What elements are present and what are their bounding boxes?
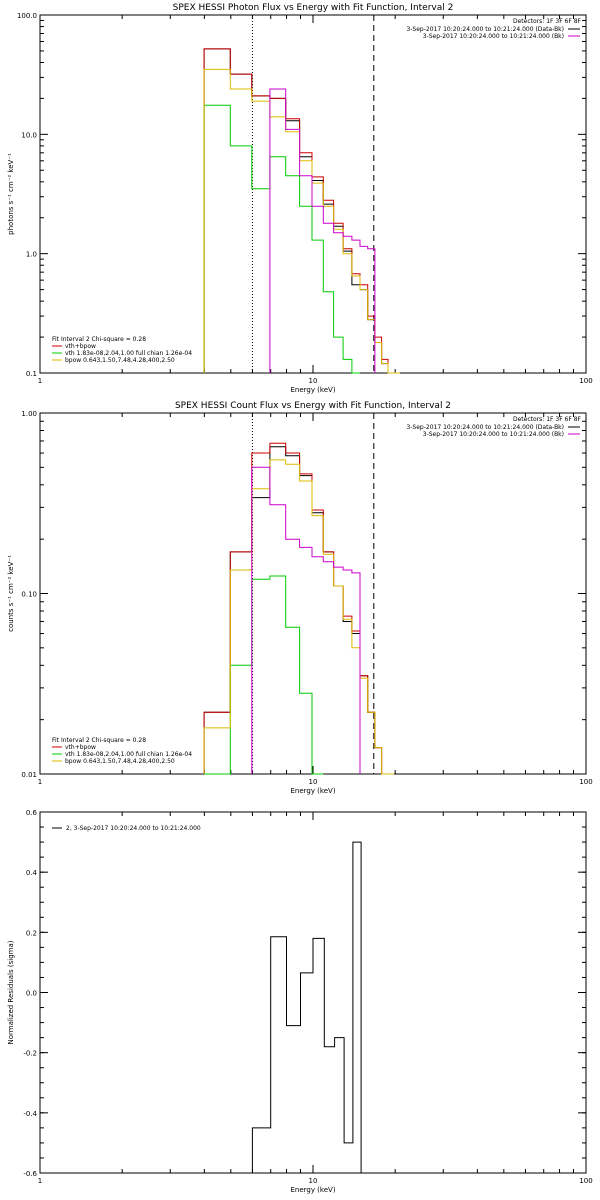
series-background_magenta [269,88,376,373]
x-axis-label: Energy (keV) [290,1186,335,1194]
series-total_red [203,48,395,374]
legend-fit-label: vth+bpow [65,343,96,350]
y-tick-label: 1.0 [26,251,37,259]
x-tick-label: 10 [309,377,318,385]
legend-top-label: 3-Sep-2017 10:20:24.000 to 10:21:24.000 … [423,33,564,40]
x-axis-label: Energy (keV) [290,386,335,394]
legend-top-label: 3-Sep-2017 10:20:24.000 to 10:21:24.000 … [423,431,564,438]
series-data_black [203,48,395,374]
series-vth_green [204,575,324,775]
y-tick-label: 0.2 [26,929,37,937]
x-tick-label: 10 [309,778,318,786]
plot-frame [39,412,587,775]
detectors-text: Detectors: 1F 3F 6F 8F [513,416,582,423]
series-vth_green [203,104,360,374]
plot-frame [39,811,587,1174]
x-tick-label: 10 [309,1177,318,1185]
y-tick-label: 0.4 [26,869,38,877]
series-data_black [251,841,362,1173]
legend-top-label: 3-Sep-2017 10:20:24.000 to 10:21:24.000 … [406,26,564,33]
series-group [251,841,362,1173]
x-axis: 1 10 100 Energy (keV) [38,413,593,795]
chart-title: SPEX HESSI Photon Flux vs Energy with Fi… [173,3,454,13]
legend-resid-label: 2, 3-Sep-2017 10:20:24.000 to 10:21:24.0… [66,825,201,832]
x-tick-label: 100 [579,377,592,385]
fit-header: Fit Interval 2 Chi-square = 0.28 [52,737,146,744]
fit-header: Fit Interval 2 Chi-square = 0.28 [52,336,146,343]
legend-fit-label: vth 1.83e-08,2.04,1.00 full chian 1.26e-… [65,751,192,758]
x-axis: 1 10 100 Energy (keV) [38,812,593,1194]
y-axis: 0.01 0.10 1.00 counts s⁻¹ cm⁻² keV⁻¹ [7,410,586,779]
chart-title: SPEX HESSI Count Flux vs Energy with Fit… [175,401,451,411]
series-group [203,48,400,374]
x-tick-label: 100 [579,1177,592,1185]
y-tick-label: 100.0 [17,12,37,20]
series-group [203,442,395,775]
y-tick-label: -0.6 [23,1170,37,1178]
y-tick-label: 0.10 [21,591,37,599]
y-tick-label: -0.2 [23,1050,37,1058]
y-axis-label: counts s⁻¹ cm⁻² keV⁻¹ [7,555,15,632]
y-tick-label: 0.1 [26,370,37,378]
x-tick-label: 1 [38,778,42,786]
series-bpow_yellow [203,459,395,775]
panel-2: SPEX HESSI Count Flux vs Energy with Fit… [7,401,593,795]
series-background_magenta [251,466,361,774]
x-axis-label: Energy (keV) [290,787,335,795]
detectors-text: Detectors: 1F 3F 6F 8F [513,18,582,25]
x-tick-label: 100 [579,778,592,786]
y-axis-label: Normalized Residuals (sigma) [7,940,15,1044]
x-tick-label: 1 [38,377,42,385]
legend-fit-label: vth+bpow [65,744,96,751]
y-tick-label: 10.0 [21,131,37,139]
y-axis: -0.6 -0.4 -0.2 0.0 0.2 0.4 0.6 Normalized Resid… [7,809,586,1178]
y-axis-label: photons s⁻¹ cm⁻² keV⁻¹ [7,153,15,235]
panel-1: SPEX HESSI Photon Flux vs Energy with Fi… [7,3,593,394]
legend-fit-label: bpow 0.643,1.50,7.48,4.28,400,2.50 [65,758,175,765]
legend-fit-label: bpow 0.643,1.50,7.48,4.28,400,2.50 [65,357,175,364]
y-tick-label: 0.6 [26,809,38,817]
y-axis: 0.1 1.0 10.0 100.0 photons s⁻¹ cm⁻² keV⁻¹ [7,12,586,378]
x-tick-label: 1 [38,1177,42,1185]
panel-3: 1 10 100 Energy (keV) -0.6 -0.4 -0.2 0.0 0.2 0.4 0… [7,809,593,1194]
legend-top-label: 3-Sep-2017 10:20:24.000 to 10:21:24.000 … [406,424,564,431]
y-tick-label: 0.01 [21,771,37,779]
y-tick-label: -0.4 [23,1110,37,1118]
y-tick-label: 0.0 [26,990,37,998]
series-bpow_yellow [203,68,400,374]
plot-frame [39,14,587,374]
legend-fit-label: vth 1.83e-08,2.04,1.00 full chian 1.26e-… [65,350,192,357]
y-tick-label: 1.00 [21,410,37,418]
